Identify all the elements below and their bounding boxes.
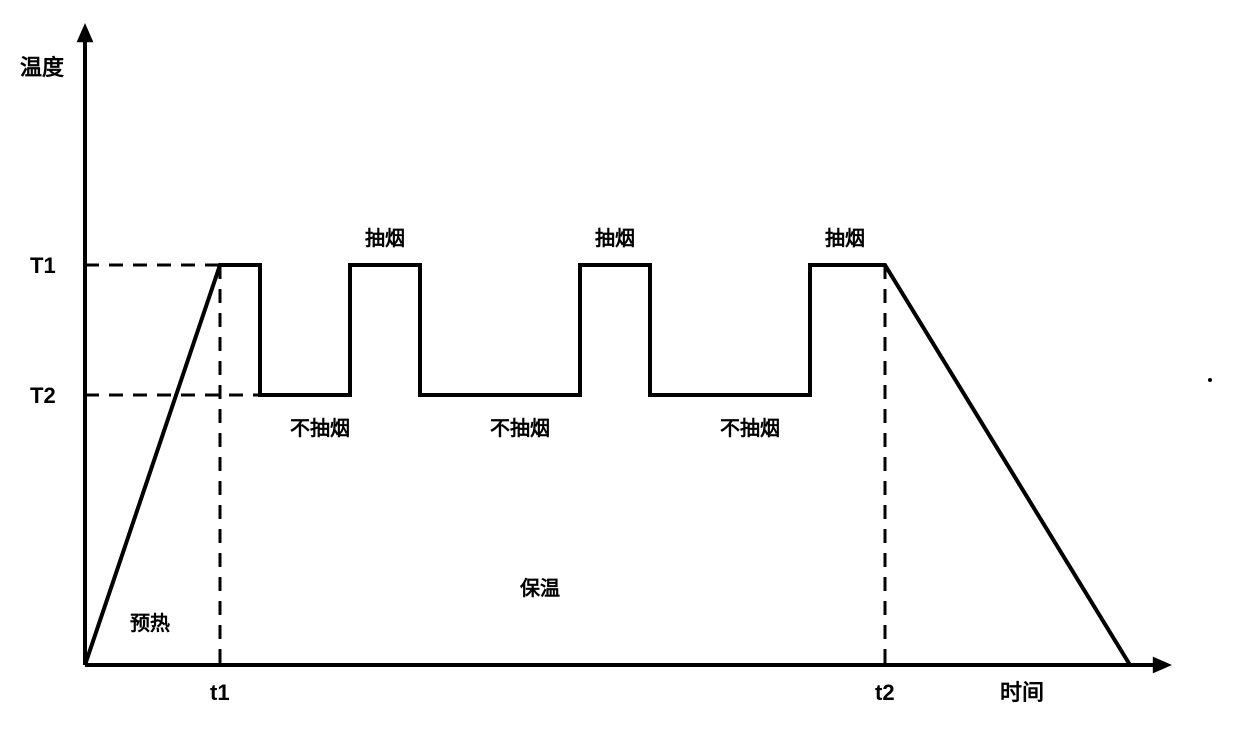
y-axis-arrow xyxy=(77,23,94,42)
decorative-dot xyxy=(1208,378,1212,382)
tick-t1: t1 xyxy=(210,680,230,705)
tick-T1: T1 xyxy=(30,253,56,278)
y-axis-label: 温度 xyxy=(20,55,65,80)
tick-T2: T2 xyxy=(30,383,56,408)
x-axis-label: 时间 xyxy=(1000,680,1044,705)
chart-svg: 温度时间 T1 T2 t1 t2 抽烟 抽烟 抽烟不抽烟 不抽烟 不抽烟预热 保温 xyxy=(0,0,1240,745)
label-preheat: 预热 xyxy=(130,612,170,635)
label-smoke: 抽烟 xyxy=(825,226,865,250)
label-no-smoke: 不抽烟 xyxy=(490,416,550,440)
label-smoke: 抽烟 xyxy=(595,226,635,250)
temperature-time-chart: 温度时间 T1 T2 t1 t2 抽烟 抽烟 抽烟不抽烟 不抽烟 不抽烟预热 保温 xyxy=(0,0,1240,745)
label-smoke: 抽烟 xyxy=(365,226,405,250)
x-axis-arrow xyxy=(1153,657,1172,674)
label-no-smoke: 不抽烟 xyxy=(290,416,350,440)
label-no-smoke: 不抽烟 xyxy=(720,416,780,440)
temperature-profile xyxy=(85,265,1130,665)
label-hold: 保温 xyxy=(519,576,560,600)
tick-t2: t2 xyxy=(875,680,895,705)
